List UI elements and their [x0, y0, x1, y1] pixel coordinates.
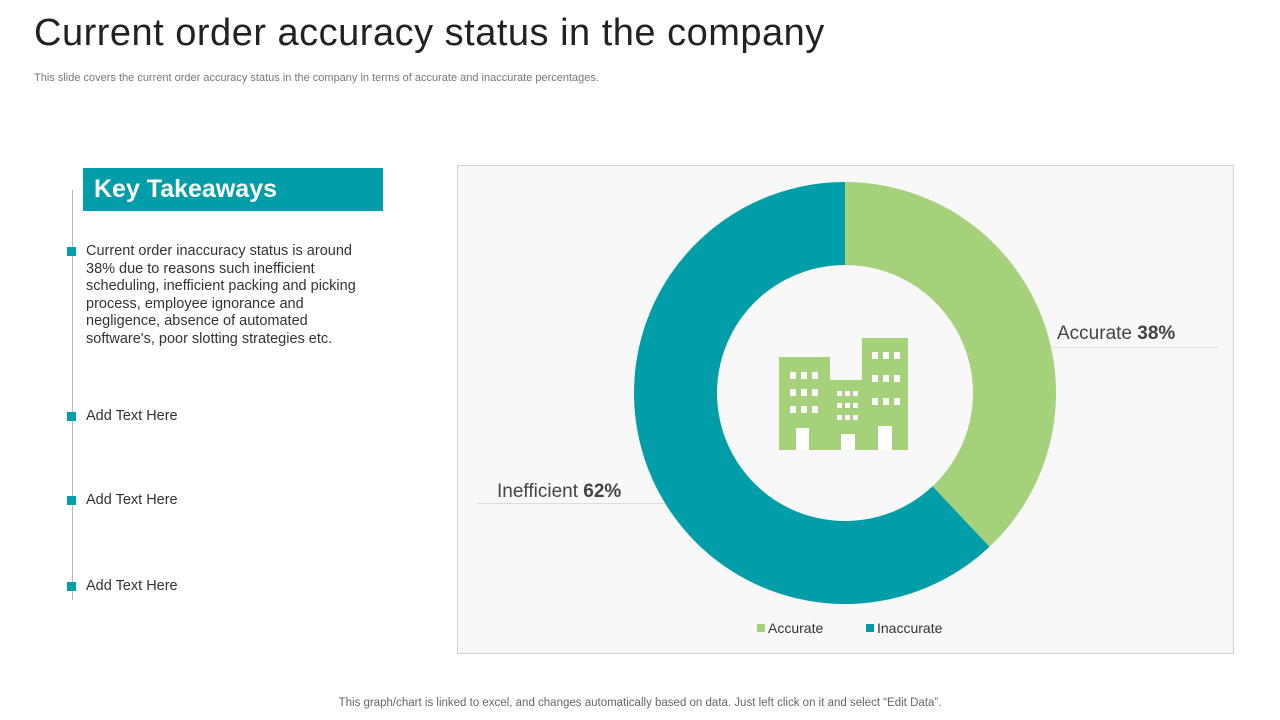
- legend-swatch: [757, 624, 765, 632]
- bullet: [67, 582, 76, 591]
- label-name: Inefficient: [497, 481, 579, 502]
- value-label: 38%: [1137, 323, 1175, 344]
- legend-swatch: [866, 624, 874, 632]
- building-icon: [779, 338, 908, 450]
- legend: Accurate Inaccurate: [757, 620, 943, 636]
- bullet: [67, 496, 76, 505]
- takeaway-text: Current order inaccuracy status is aroun…: [86, 243, 356, 347]
- legend-label: Inaccurate: [877, 620, 943, 636]
- donut-slice: [845, 182, 1057, 547]
- takeaway-text: Add Text Here: [86, 408, 178, 424]
- data-label: Inefficient 62%: [497, 481, 621, 502]
- value-label: 62%: [583, 481, 621, 502]
- label-name: Accurate: [1057, 323, 1132, 344]
- takeaway-text: Add Text Here: [86, 578, 178, 594]
- chart: Accurate 38% Inefficient 62% Accurate Ina…: [457, 165, 1234, 654]
- donut-slice: [634, 182, 990, 604]
- takeaways-heading: Key Takeaways: [83, 168, 383, 211]
- bullet: [67, 412, 76, 421]
- title: Current order accuracy status in the com…: [34, 12, 825, 54]
- takeaway-text: Add Text Here: [86, 492, 178, 508]
- timeline-line: [72, 190, 73, 600]
- legend-label: Accurate: [768, 620, 823, 636]
- data-label: Accurate 38%: [1057, 323, 1175, 344]
- subtitle: This slide covers the current order accu…: [34, 72, 599, 84]
- footer-note: This graph/chart is linked to excel, and…: [338, 697, 942, 709]
- bullet: [67, 247, 76, 256]
- donut: [634, 182, 1057, 604]
